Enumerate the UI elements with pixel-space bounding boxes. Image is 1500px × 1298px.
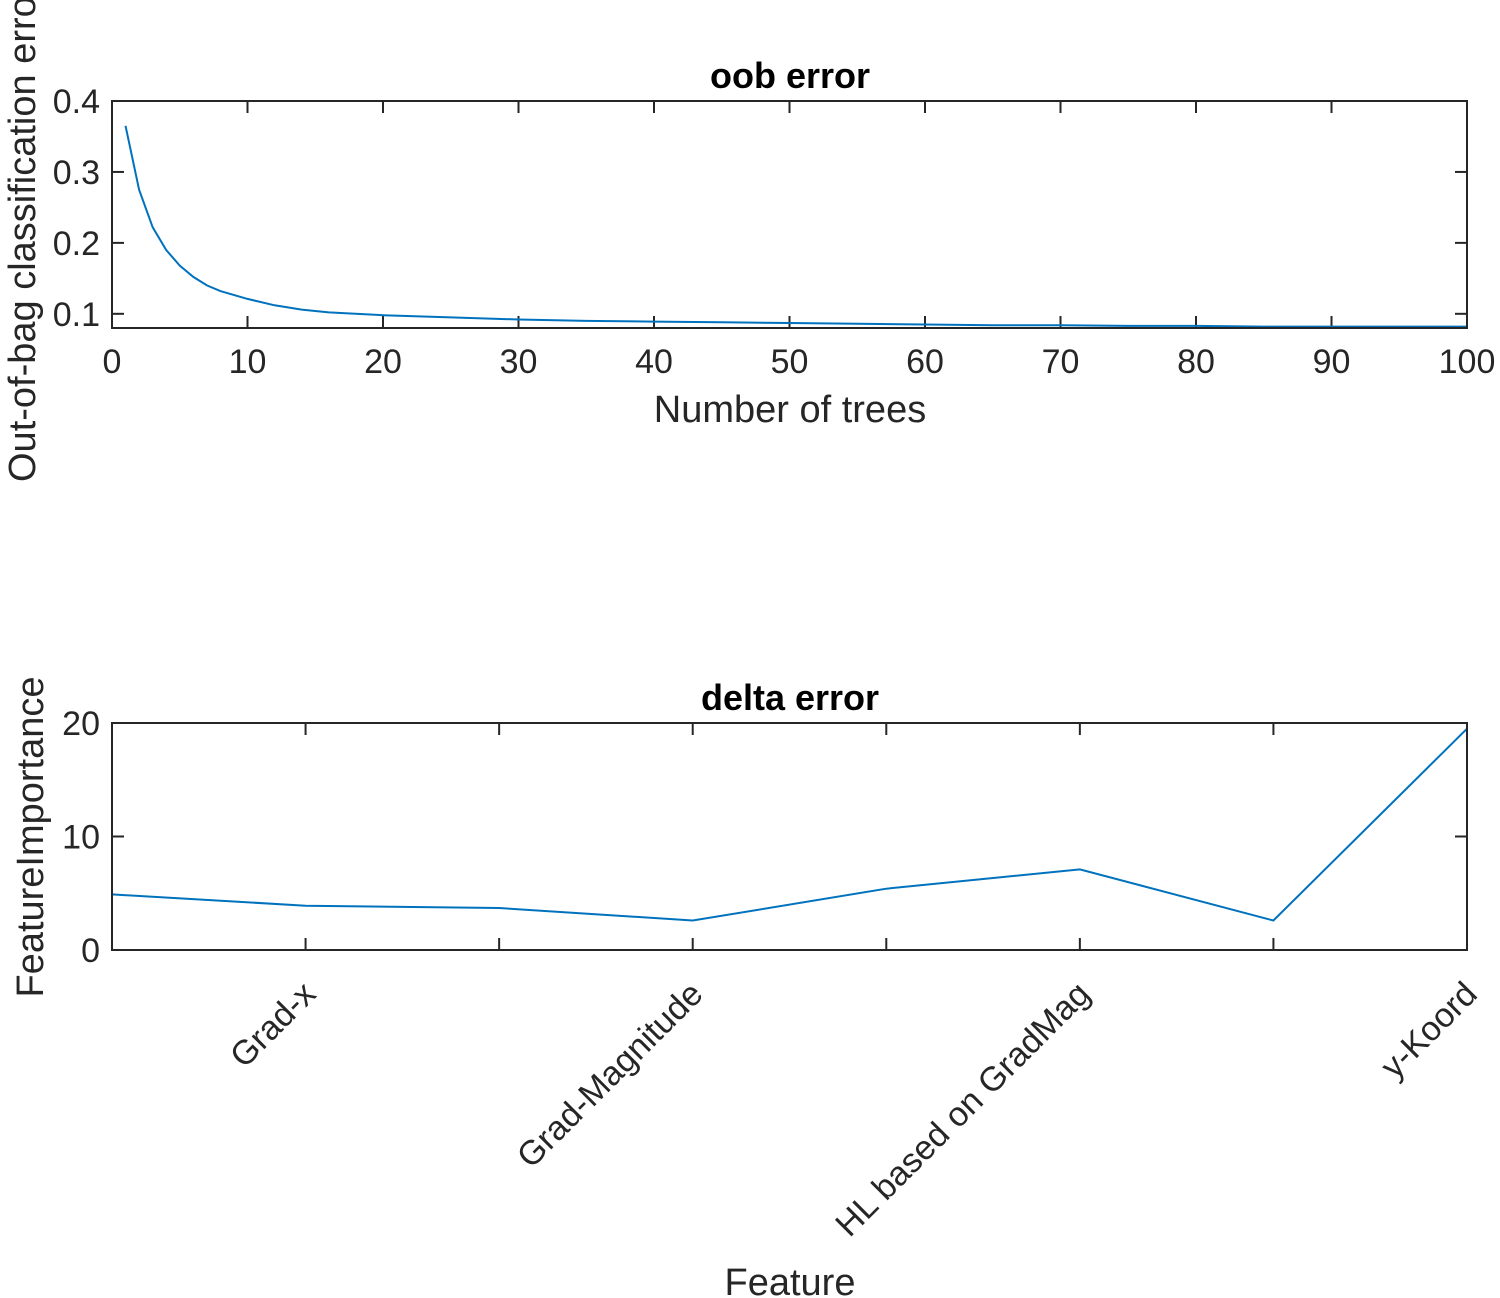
x-tick-label: 80 [1177,343,1215,381]
x-tick-label: Grad-Magnitude [510,975,711,1176]
y-tick-label: 0.1 [53,296,100,334]
chart-title: oob error [710,55,870,96]
y-tick-label: 20 [62,705,100,743]
x-tick-label: 0 [103,343,122,381]
x-tick-label: 90 [1313,343,1351,381]
x-tick-label: 40 [635,343,673,381]
oob-error-chart: oob error 0 10 20 30 40 50 60 70 80 90 100 0.1 0.2 0.… [2,0,1495,482]
plot-frame [111,722,1468,951]
delta-error-chart: delta error Grad-x Grad-Magnitude HL based… [10,676,1485,1298]
y-axis-label: FeatureImportance [10,676,52,997]
x-tick-label: 10 [229,343,267,381]
chart-title: delta error [701,677,879,718]
x-axis-label: Number of trees [654,389,926,431]
y-axis-label: Out-of-bag classification error [2,0,44,482]
x-tick-label: 20 [364,343,402,381]
series-line [124,125,1467,328]
x-tick-label: 100 [1439,343,1496,381]
y-tick-label: 0.3 [53,154,100,192]
series-line [111,727,1468,922]
x-tick-label: Grad-x [223,975,323,1075]
x-tick-label: 30 [500,343,538,381]
x-axis-label: Feature [725,1262,856,1298]
y-tick-label: 0.2 [53,225,100,263]
y-tick-label: 0.4 [53,83,100,121]
plot-frame [111,100,1468,329]
x-tick-label: 70 [1042,343,1080,381]
x-tick-label: y-Koord [1374,975,1485,1086]
y-tick-label: 0 [81,932,100,970]
x-tick-label: 60 [906,343,944,381]
y-tick-label: 10 [62,819,100,857]
x-tick-label: HL based on GradMag [828,975,1097,1244]
x-tick-label: 50 [771,343,809,381]
